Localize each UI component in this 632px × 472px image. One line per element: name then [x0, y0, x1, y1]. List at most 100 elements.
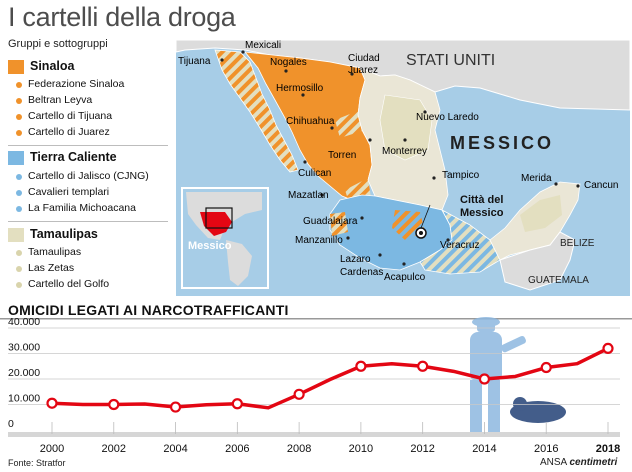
credit: ANSA centimetri — [540, 457, 617, 468]
capital-label: Città del Messico — [460, 194, 504, 219]
data-point — [478, 373, 491, 385]
city-label: Nogales — [270, 57, 307, 68]
credit-ansa: ANSA — [540, 457, 567, 468]
bullet-dot-icon — [16, 114, 22, 120]
mexico-label: MESSICO — [450, 133, 555, 153]
x-tick-label: 2000 — [40, 443, 64, 455]
x-tick-label: 2004 — [163, 443, 187, 455]
legend-group-label: Tamaulipas — [30, 227, 98, 241]
veracruz-area — [419, 209, 501, 275]
x-tick-label: 2012 — [410, 443, 434, 455]
inset-mexico-highlight — [200, 212, 232, 236]
legend-swatch — [8, 60, 24, 74]
x-axis-band — [8, 432, 620, 437]
guatemala-label: GUATEMALA — [528, 275, 589, 286]
y-tick-label: 30.000 — [8, 342, 40, 354]
x-tick-label: 2014 — [472, 443, 496, 455]
city-label: Torren — [328, 150, 357, 161]
source-note: Fonte: Stratfor — [8, 458, 66, 468]
city-label: Mazatlan — [288, 190, 329, 201]
data-point — [540, 361, 552, 374]
city-label: Veracruz — [440, 240, 480, 251]
mexico-map — [175, 39, 631, 296]
legend-swatch — [8, 228, 24, 242]
tamaulipas-area — [379, 94, 433, 161]
x-tick-label: 2016 — [534, 443, 558, 455]
x-tick-label: 2010 — [349, 443, 373, 455]
guatemala-area — [499, 231, 576, 291]
legend-swatch — [8, 151, 24, 165]
legend-item: Las Zetas — [16, 262, 74, 276]
data-point — [355, 360, 367, 372]
data-point — [169, 401, 182, 413]
legend-item: Cavalieri templari — [16, 186, 109, 200]
x-tick-label: 2018 — [596, 443, 620, 455]
bullet-dot-icon — [16, 206, 22, 212]
city-label: Culican — [298, 168, 332, 179]
legend-item: Cartello di Tijuana — [16, 110, 112, 124]
chart-title: OMICIDI LEGATI AI NARCOTRAFFICANTI — [8, 302, 289, 318]
legend-group-label: Sinaloa — [30, 59, 75, 73]
x-tick-label: 2006 — [225, 443, 249, 455]
city-label: Acapulco — [384, 272, 426, 283]
data-point — [231, 398, 243, 410]
legend-group-label: Tierra Caliente — [30, 150, 117, 164]
city-label: Cancun — [584, 180, 619, 191]
series-line — [51, 346, 609, 410]
usa-label: STATI UNITI — [406, 52, 496, 69]
victim-silhouette-icon — [510, 397, 566, 423]
police-silhouette-icon — [470, 317, 526, 436]
data-point — [108, 398, 120, 411]
legend-item: Cartello del Golfo — [16, 278, 109, 292]
legend-group-sinaloa: Sinaloa — [8, 58, 173, 76]
city-label: Tijuana — [178, 56, 211, 67]
data-point — [46, 397, 58, 409]
city-label: Mexicali — [245, 40, 282, 51]
data-point — [417, 360, 429, 372]
bullet-dot-icon — [16, 190, 22, 196]
legend-item: Beltran Leyva — [16, 94, 92, 108]
y-tick-label: 20.000 — [8, 367, 40, 379]
mixed-area — [330, 212, 348, 236]
legend-item: Tamaulipas — [16, 246, 81, 260]
chart-top-rule — [0, 318, 632, 320]
page-title: I cartelli della droga — [8, 2, 236, 32]
baja-california-area — [214, 49, 299, 173]
city-label: Manzanillo — [295, 235, 343, 246]
city-label: Ciudad Juarez — [348, 53, 380, 76]
legend-divider — [8, 221, 168, 222]
legend-group-tierra-caliente: Tierra Caliente — [8, 149, 173, 167]
map-labels: STATI UNITI MESSICO BELIZE GUATEMALA Cit… — [178, 40, 619, 286]
bullet-dot-icon — [16, 282, 22, 288]
bullet-dot-icon — [16, 98, 22, 104]
chart-grid — [8, 327, 620, 437]
city-label: Guadalajara — [303, 216, 358, 227]
legend-divider — [8, 145, 168, 146]
legend-subtitle: Gruppi e sottogruppi — [8, 38, 108, 50]
city-label: Lazaro Cardenas — [340, 254, 384, 278]
y-tick-label: 10.000 — [8, 393, 40, 405]
city-label: Chihuahua — [286, 116, 335, 127]
city-label: Hermosillo — [276, 83, 324, 94]
bullet-dot-icon — [16, 266, 22, 272]
bullet-dot-icon — [16, 250, 22, 256]
x-tick-label: 2008 — [287, 443, 311, 455]
city-label: Nuevo Laredo — [416, 112, 479, 123]
bullet-dot-icon — [16, 130, 22, 136]
city-label: Monterrey — [382, 146, 428, 157]
legend-item: Cartello di Jalisco (CJNG) — [16, 170, 149, 184]
inset-label: Messico — [188, 240, 232, 252]
y-tick-label: 0 — [8, 418, 14, 430]
x-tick-label: 2002 — [102, 443, 126, 455]
data-point — [293, 388, 305, 400]
bullet-dot-icon — [16, 174, 22, 180]
belize-label: BELIZE — [560, 238, 595, 249]
city-label: Merida — [521, 173, 552, 184]
city-label: Tampico — [442, 170, 480, 181]
x-axis-ticks: 2000 2002 2004 2006 2008 2010 2012 2014 2016 2018 — [40, 443, 620, 455]
credit-brand: centimetri — [569, 457, 618, 468]
bullet-dot-icon — [16, 82, 22, 88]
legend-item: Federazione Sinaloa — [16, 78, 124, 92]
